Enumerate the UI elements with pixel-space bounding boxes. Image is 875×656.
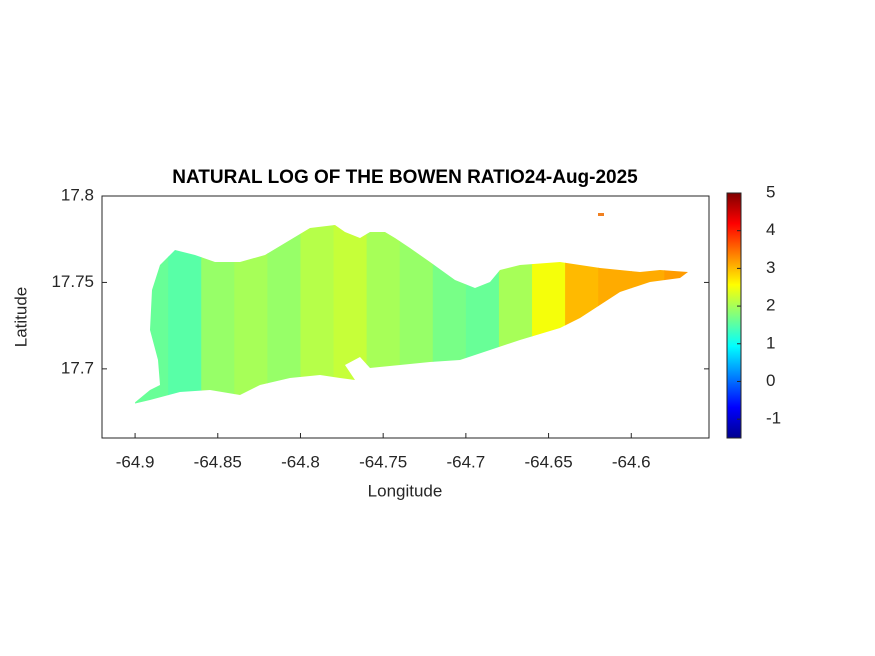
colorbar-tick-label: 1 xyxy=(766,333,775,352)
plot-frame xyxy=(101,195,710,439)
heat-cell xyxy=(465,225,500,404)
heat-cell xyxy=(498,225,533,404)
chart-title: NATURAL LOG OF THE BOWEN RATIO24-Aug-202… xyxy=(172,167,638,188)
y-tick-label: 17.7 xyxy=(61,358,94,377)
heat-cell xyxy=(598,225,632,404)
map-layer xyxy=(135,225,688,404)
x-axis-label: Longitude xyxy=(368,481,443,500)
heat-cell xyxy=(135,225,169,404)
heat-cell xyxy=(234,225,268,404)
heat-cell xyxy=(333,225,368,404)
heat-cell xyxy=(201,225,235,404)
heat-cell xyxy=(399,225,434,404)
y-tick-label: 17.8 xyxy=(61,185,94,204)
colorbar-tick-label: 2 xyxy=(766,296,775,315)
heat-cell xyxy=(532,225,566,404)
colorbar-tick-label: 4 xyxy=(766,220,775,239)
x-tick-label: -64.6 xyxy=(612,452,651,471)
islet xyxy=(598,213,604,216)
x-tick-label: -64.65 xyxy=(524,452,572,471)
heat-cell xyxy=(366,225,401,404)
x-tick-label: -64.7 xyxy=(446,452,485,471)
colorbar-tick-label: 0 xyxy=(766,371,775,390)
colorbar-tick-label: 5 xyxy=(766,182,775,201)
heat-cell xyxy=(565,225,599,404)
heat-cell xyxy=(664,225,688,404)
heat-cell xyxy=(432,225,467,404)
heat-cell xyxy=(168,225,202,404)
x-tick-label: -64.75 xyxy=(359,452,407,471)
colorbar-tick-label: 3 xyxy=(766,258,775,277)
x-tick-label: -64.8 xyxy=(281,452,320,471)
x-tick-label: -64.9 xyxy=(116,452,155,471)
y-axis-label: Latitude xyxy=(11,287,30,348)
colorbar xyxy=(726,192,742,439)
heat-cell xyxy=(631,225,665,404)
y-tick-label: 17.75 xyxy=(51,272,94,291)
x-tick-label: -64.85 xyxy=(194,452,242,471)
heat-cell xyxy=(300,225,335,404)
colorbar-tick-label: -1 xyxy=(766,409,781,428)
heat-cell xyxy=(267,225,301,404)
